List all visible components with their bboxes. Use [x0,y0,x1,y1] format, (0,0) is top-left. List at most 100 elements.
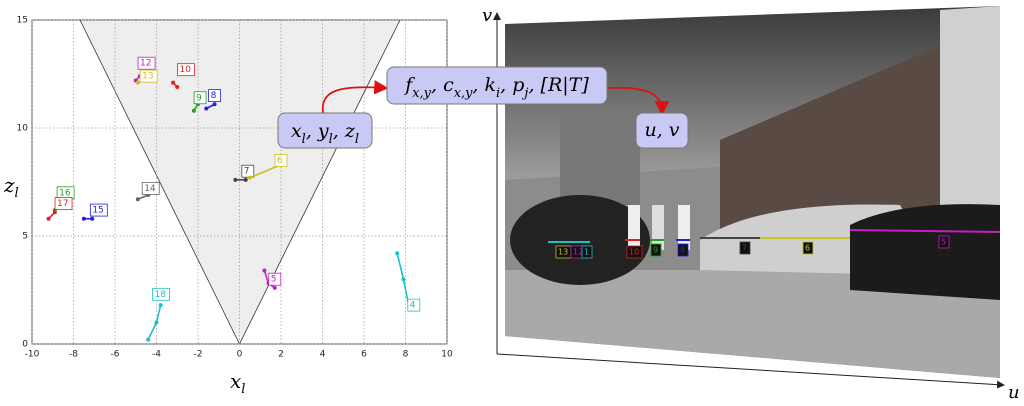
subscript: l [329,132,333,147]
separator: , [333,120,339,142]
x-tick-label: 0 [237,350,243,360]
v-axis-label: v [482,5,492,26]
y-tick-label: 10 [17,124,29,134]
track-label: 18 [155,290,167,300]
u-axis [496,353,1005,389]
separator: , [472,74,478,96]
track-label: 4 [410,301,416,311]
track-label-box [274,153,288,167]
track-label-box [193,91,207,105]
symbol: c [443,74,454,96]
subscript: l [355,132,359,147]
image-label: 7 [742,244,747,253]
track-label-box [152,287,170,301]
symbol: z [344,120,356,142]
track-label: 9 [196,93,202,103]
x-tick-label: -2 [194,350,203,360]
image-label: 1 [584,248,589,257]
image-label-box [581,245,593,259]
track-label-box [141,182,160,195]
track-label: 14 [144,184,156,194]
track-path [135,75,141,82]
symbol: [R|T] [541,74,590,96]
image-label-box [802,241,814,255]
track-label-box [137,56,156,70]
track-label: 10 [179,65,191,75]
track-path [193,103,199,112]
track-label-box [268,272,282,286]
track-label: 17 [57,199,68,209]
symbol: x [291,120,302,142]
image-label: 10 [629,248,639,257]
x-tick-label: 4 [320,350,326,360]
image-label-box [739,241,751,255]
y-axis-label: zl [3,173,19,202]
y-tick-label: 0 [22,340,28,350]
x-axis-label: xl [230,369,245,398]
formula-box [386,66,608,105]
x-tick-label: 2 [278,350,284,360]
image-label-box [626,245,643,259]
symbol: v [669,119,680,141]
image-label-box [938,235,950,249]
formula-box [277,112,373,149]
x-tick-label: 8 [403,350,409,360]
u-axis-label: u [1008,382,1020,403]
symbol: y [317,120,329,142]
subscript: j [521,86,528,101]
separator: , [306,120,312,142]
image-coordinates: u, v [644,119,679,141]
x-tick-label: -8 [69,350,78,360]
track-label: 8 [211,91,217,101]
image-label: 5 [941,238,946,247]
symbol: p [512,74,524,96]
track-label-box [208,89,222,102]
subscript: i [496,86,500,101]
x-tick-label: 10 [441,350,453,360]
track-label: 15 [92,206,103,216]
x-tick-label: -4 [152,350,161,360]
track-label: 12 [140,59,151,69]
track-path [172,82,178,88]
track-label-box [241,164,255,178]
track-label-box [54,197,73,211]
subscript: x,y [454,86,473,101]
track-path [249,163,282,179]
subscript: x,y [412,86,431,101]
formula-box [635,112,689,149]
separator: , [657,119,663,141]
x-tick-label: -10 [25,350,40,360]
y-tick-label: 15 [17,16,28,26]
symbol: u [644,119,656,141]
track-line [849,229,1001,233]
arrow [321,80,389,114]
track-label: 6 [277,156,283,166]
image-label: 12 [573,248,583,257]
image-label-box [677,243,689,257]
symbol: x [230,369,241,393]
arrow [606,86,670,116]
world-coordinates: xl, yl, zl [291,120,359,147]
track-path [205,103,215,110]
subscript: l [241,382,245,397]
separator: , [500,74,506,96]
track-label-box [407,298,421,312]
symbol: k [485,74,497,96]
track-label: 13 [142,72,153,82]
x-tick-label: -6 [111,350,120,360]
track-label-box [89,203,108,217]
image-label: 9 [653,246,658,255]
symbol: z [3,173,15,197]
separator: , [528,74,534,96]
subscript: l [15,186,19,201]
track-path [147,304,162,341]
image-label: 6 [805,244,810,253]
track-label: 5 [271,275,277,285]
x-tick-label: 6 [361,350,367,360]
image-label: 13 [558,248,568,257]
track-label: 16 [59,188,71,198]
track-label-box [177,63,195,77]
track-label: 7 [244,167,250,177]
track-label-box [139,69,158,83]
